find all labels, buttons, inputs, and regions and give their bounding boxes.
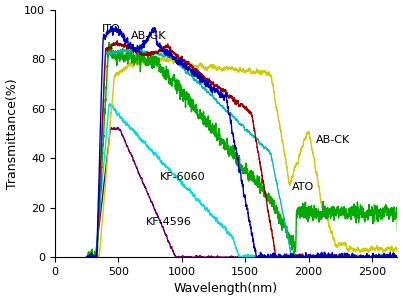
Text: AB-GK: AB-GK	[131, 31, 166, 41]
Text: ITO: ITO	[102, 24, 120, 34]
Text: ATO: ATO	[292, 182, 314, 192]
Text: KF-6060: KF-6060	[160, 172, 206, 182]
Text: KF-4596: KF-4596	[146, 217, 192, 227]
Text: AB-CK: AB-CK	[316, 135, 351, 145]
X-axis label: Wavelength(nm): Wavelength(nm)	[174, 282, 278, 296]
Y-axis label: Transmittance(%): Transmittance(%)	[6, 78, 19, 189]
